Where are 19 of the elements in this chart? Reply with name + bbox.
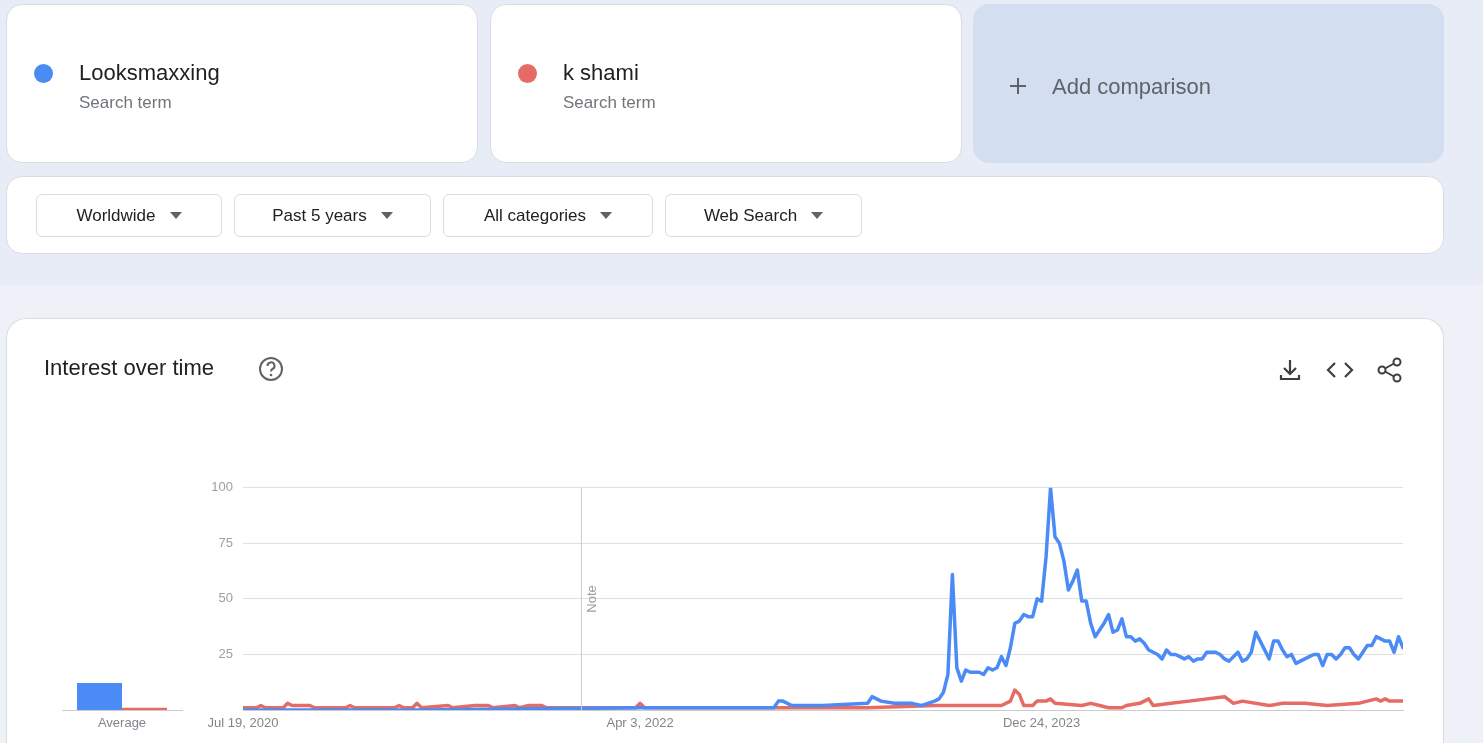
y-tick-label: 100 (211, 479, 233, 495)
x-tick-label: Dec 24, 2023 (1002, 715, 1081, 731)
text: Past 5 years (272, 205, 367, 226)
x-tick-label: Average (97, 715, 147, 731)
x-tick-label: Apr 3, 2022 (606, 715, 674, 731)
text: Search term (563, 93, 656, 113)
x-tick-label: Jul 19, 2020 (207, 715, 279, 731)
text: Add comparison (1052, 74, 1211, 100)
text: Search term (79, 93, 172, 113)
y-tick-label: 75 (218, 534, 233, 550)
chart-title: Interest over time (44, 355, 214, 381)
y-tick-label: 50 (218, 590, 233, 606)
y-tick-label: 25 (218, 646, 233, 662)
text: All categories (483, 205, 587, 226)
legend-label: k shami (563, 60, 639, 86)
legend-label: Looksmaxxing (79, 60, 220, 86)
text: Web Search (703, 205, 798, 226)
text: Worldwide (76, 205, 156, 226)
ref-line-label: Note (583, 585, 599, 613)
